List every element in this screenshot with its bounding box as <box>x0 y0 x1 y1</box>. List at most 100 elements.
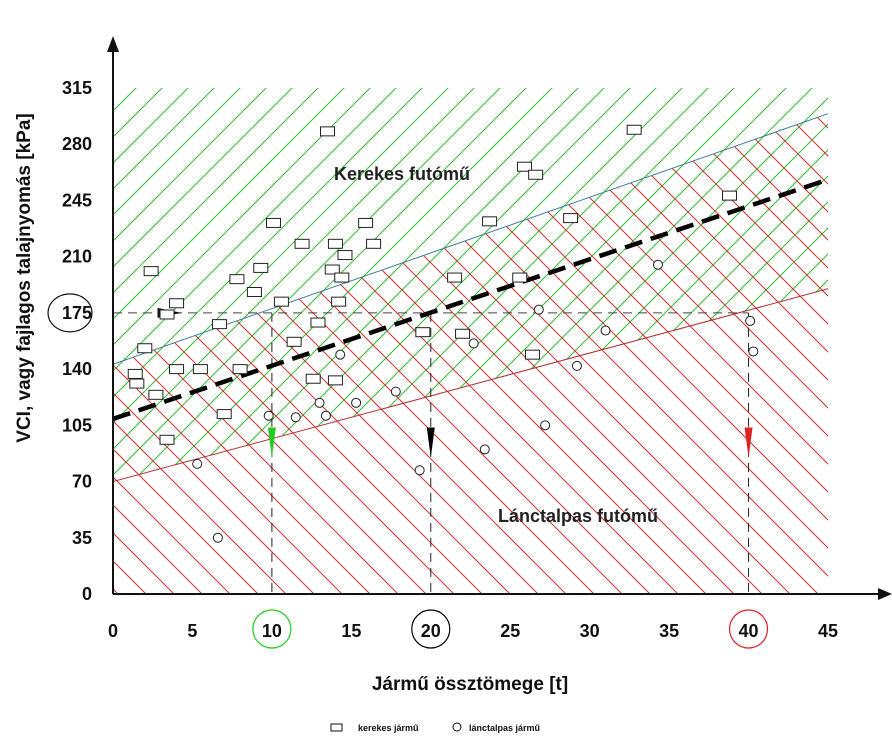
hatch-line-tracked <box>451 113 828 594</box>
data-point-wheeled <box>148 389 164 400</box>
tick-labels: 0 5 10 15 20 25 30 35 40 45 0 35 70 105 140 175 210 245 28… <box>62 78 838 641</box>
wheeled-zone-hatch <box>113 60 892 620</box>
hatch-line-tracked <box>113 113 285 594</box>
data-point-wheeled <box>273 296 289 307</box>
legend-circle-marker <box>452 722 462 732</box>
hatch-line-tracked <box>113 113 257 594</box>
data-point-wheeled <box>447 272 463 283</box>
hatch-line-tracked <box>113 113 397 594</box>
data-point-wheeled <box>305 373 321 384</box>
zone-boundary-lines <box>112 113 829 483</box>
x-tick-label: 20 <box>421 621 441 641</box>
data-point-tracked <box>479 444 490 455</box>
data-point-tracked <box>192 458 203 469</box>
tracked-zone-hatch <box>113 60 892 620</box>
data-point-tracked <box>335 349 346 360</box>
hatch-line-tracked <box>113 113 537 594</box>
hatch-line-tracked <box>759 113 828 594</box>
data-point-wheeled <box>482 216 498 227</box>
hatch-line-tracked <box>872 60 892 620</box>
legend-square-label: kerekes jármű <box>358 723 419 733</box>
data-point-wheeled <box>324 264 340 275</box>
hatch-line-wheeled <box>878 60 892 620</box>
data-point-wheeled <box>455 328 471 339</box>
hatch-line-wheeled <box>113 88 399 482</box>
x-axis-title: Jármű össztömege [t] <box>372 674 568 695</box>
hatch-line-wheeled <box>123 88 685 482</box>
data-point-wheeled <box>169 364 185 375</box>
hatch-line-tracked <box>844 60 892 620</box>
hatch-line-tracked <box>113 113 313 594</box>
boundary-line-tracked <box>112 288 829 483</box>
y-tick-label: 280 <box>62 134 92 154</box>
data-point-tracked <box>600 325 611 336</box>
hatch-line-wheeled <box>113 88 451 482</box>
data-point-wheeled <box>294 238 310 249</box>
hatch-line-wheeled <box>695 88 828 482</box>
hatch-line-tracked <box>113 113 229 594</box>
data-point-tracked <box>652 259 663 270</box>
y-tick-label: 105 <box>62 415 92 435</box>
hatch-line-wheeled <box>643 88 828 482</box>
hatch-line-wheeled <box>113 88 295 482</box>
x-tick-label: 15 <box>341 621 361 641</box>
y-tick-label: 315 <box>62 78 92 98</box>
data-point-wheeled <box>211 319 227 330</box>
data-point-wheeled <box>721 190 737 201</box>
hatch-line-tracked <box>675 113 828 594</box>
hatch-line-wheeled <box>113 88 425 482</box>
y-tick-label: 245 <box>62 190 92 210</box>
hatch-line-wheeled <box>113 88 659 482</box>
hatch-line-tracked <box>703 113 828 594</box>
x-tick-label: 25 <box>500 621 520 641</box>
data-point-wheeled <box>232 364 248 375</box>
hatch-line-wheeled <box>201 88 763 482</box>
data-point-tracked <box>290 412 301 423</box>
hatch-line-wheeled <box>113 88 373 482</box>
data-point-tracked <box>745 315 756 326</box>
data-point-tracked <box>320 410 331 421</box>
hatch-line-wheeled <box>113 88 555 482</box>
data-point-tracked <box>390 386 401 397</box>
hatch-line-wheeled <box>357 88 828 482</box>
reference-tick-circle <box>728 609 769 649</box>
hatch-line-wheeled <box>305 88 828 482</box>
hatch-line-wheeled <box>113 88 321 482</box>
reference-tick-circle <box>411 609 451 649</box>
hatch-line-tracked <box>507 113 828 594</box>
hatch-line-wheeled <box>852 60 892 620</box>
data-point-wheeled <box>216 409 232 420</box>
data-point-wheeled <box>626 124 642 135</box>
data-point-wheeled <box>331 296 347 307</box>
data-point-wheeled <box>310 317 326 328</box>
data-point-tracked <box>533 304 544 315</box>
reference-arrow-down <box>744 427 753 458</box>
x-tick-label: 0 <box>108 621 118 641</box>
y-axis-title: VCI, vagy fajlagos talajnyomás [kPa] <box>14 113 35 442</box>
data-point-tracked <box>212 532 223 543</box>
hatch-line-wheeled <box>175 88 737 482</box>
hatch-line-wheeled <box>721 88 828 482</box>
reference-tick-circle <box>252 609 292 649</box>
hatch-line-tracked <box>113 113 341 594</box>
data-point-wheeled <box>366 238 382 249</box>
hatch-line-tracked <box>113 113 565 594</box>
hatch-line-wheeled <box>113 88 217 482</box>
data-point-wheeled <box>137 343 153 354</box>
hatch-line-tracked <box>787 113 828 594</box>
reference-y-circle <box>47 293 93 333</box>
hatch-line-wheeled <box>149 88 711 482</box>
data-point-wheeled <box>129 378 145 389</box>
hatch-line-tracked <box>113 113 509 594</box>
data-point-wheeled <box>253 262 269 273</box>
data-point-wheeled <box>246 287 262 298</box>
data-point-wheeled <box>327 238 343 249</box>
y-tick-label: 0 <box>82 584 92 604</box>
trend-line-dashed <box>112 177 829 422</box>
hatch-line-tracked <box>535 113 828 594</box>
boundary-line-wheeled <box>112 113 829 365</box>
hatch-line-tracked <box>647 113 828 594</box>
legend: kerekes jármű lánctalpas jármű <box>330 722 540 733</box>
hatch-line-tracked <box>563 113 828 594</box>
hatch-line-tracked <box>113 113 481 594</box>
